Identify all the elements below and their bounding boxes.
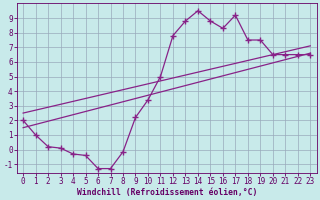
X-axis label: Windchill (Refroidissement éolien,°C): Windchill (Refroidissement éolien,°C) [76, 188, 257, 197]
